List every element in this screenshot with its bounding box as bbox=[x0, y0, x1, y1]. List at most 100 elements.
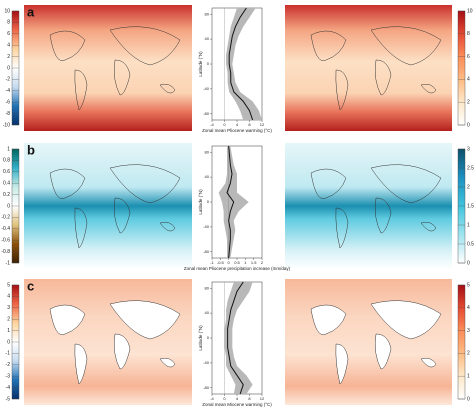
y-tick-label: -80 bbox=[203, 111, 210, 116]
colorbar-label: 2 bbox=[7, 317, 10, 323]
y-axis-label: Latitude (°N) bbox=[198, 325, 203, 351]
y-tick-label: 40 bbox=[205, 36, 210, 41]
colorbar-label: -2 bbox=[6, 362, 11, 368]
colorbar-label: -3 bbox=[6, 374, 11, 380]
x-tick-label: 4 bbox=[236, 122, 239, 127]
colorbar-label: -4 bbox=[6, 88, 11, 94]
x-tick-label: 1.5 bbox=[251, 260, 257, 265]
y-tick-label: -40 bbox=[203, 86, 210, 91]
colorbar-label: 1 bbox=[467, 222, 470, 228]
colorbar-label: -0.6 bbox=[1, 238, 10, 244]
range-band bbox=[226, 8, 262, 120]
panel-letter: c bbox=[27, 278, 34, 293]
colorbar-label: 4 bbox=[467, 305, 470, 311]
y-tick-label: 0 bbox=[207, 199, 210, 204]
colorbar-label: 6 bbox=[467, 54, 470, 60]
colorbar-label: 6 bbox=[7, 31, 10, 37]
panel-letter: a bbox=[27, 4, 35, 19]
x-tick-label: -1 bbox=[210, 260, 214, 265]
continent-outline bbox=[49, 26, 442, 385]
colorbar-label: 5 bbox=[7, 282, 10, 288]
map bbox=[24, 5, 452, 405]
x-tick-label: 12 bbox=[260, 122, 265, 127]
x-tick-label: -0.5 bbox=[217, 260, 225, 265]
colorbar bbox=[457, 10, 466, 126]
colorbar-label: 0 bbox=[467, 396, 470, 402]
range-band bbox=[224, 282, 253, 394]
colorbar-label: 0.5 bbox=[467, 241, 474, 247]
colorbar-label: -1 bbox=[6, 351, 11, 357]
colorbar-label: 10 bbox=[4, 8, 10, 14]
y-tick-label: 0 bbox=[207, 335, 210, 340]
colorbar-label: 0 bbox=[467, 260, 470, 266]
colorbar-label: 2 bbox=[467, 184, 470, 190]
x-axis-label: Zonal mean Miocene warming (°C) bbox=[202, 402, 272, 407]
colorbar-label: 0 bbox=[7, 65, 10, 71]
colorbar-label: 4 bbox=[7, 294, 10, 300]
colorbar-label: -8 bbox=[6, 111, 11, 117]
colorbar-label: 1.5 bbox=[467, 203, 474, 209]
y-tick-label: 0 bbox=[207, 61, 210, 66]
panel-letter: b bbox=[27, 142, 35, 157]
x-tick-label: 8 bbox=[248, 396, 251, 401]
colorbar-label: 3 bbox=[467, 146, 470, 152]
colorbar-label: -0.2 bbox=[1, 215, 10, 221]
colorbar-label: 0 bbox=[7, 339, 10, 345]
y-tick-label: -80 bbox=[203, 249, 210, 254]
x-axis-label: Zonal mean Pliocene precipitation increa… bbox=[184, 266, 291, 271]
x-tick-label: 8 bbox=[248, 122, 251, 127]
colorbar-label: 2 bbox=[467, 351, 470, 357]
colorbar-label: 3 bbox=[7, 305, 10, 311]
y-tick-label: 80 bbox=[205, 285, 210, 290]
colorbar-label: 0.2 bbox=[3, 192, 10, 198]
y-tick-label: -40 bbox=[203, 224, 210, 229]
x-tick-label: 2 bbox=[261, 260, 264, 265]
y-tick-label: -80 bbox=[203, 385, 210, 390]
colorbar-label: 0 bbox=[467, 122, 470, 128]
colorbar-label: 2 bbox=[467, 100, 470, 106]
colorbar-label: 8 bbox=[7, 20, 10, 26]
colorbar-label: 1 bbox=[7, 146, 10, 152]
x-tick-label: -4 bbox=[210, 396, 214, 401]
colorbar-label: 5 bbox=[467, 282, 470, 288]
zonal-mean-line bbox=[228, 7, 254, 121]
x-tick-label: 0.5 bbox=[234, 260, 240, 265]
colorbar-label: 2.5 bbox=[467, 165, 474, 171]
colorbar-label: -10 bbox=[3, 122, 10, 128]
colorbar-label: 3 bbox=[467, 328, 470, 334]
colorbar-label: -4 bbox=[6, 385, 11, 391]
y-tick-label: 40 bbox=[205, 174, 210, 179]
colorbar-label: 0.6 bbox=[3, 169, 10, 175]
x-tick-label: 0 bbox=[228, 260, 231, 265]
y-tick-label: -40 bbox=[203, 360, 210, 365]
colorbar-label: 0.8 bbox=[3, 158, 10, 164]
x-tick-label: 0 bbox=[223, 396, 226, 401]
x-tick-label: 4 bbox=[236, 396, 239, 401]
colorbar-label: -5 bbox=[6, 396, 11, 402]
y-tick-label: 80 bbox=[205, 11, 210, 16]
x-axis-label: Zonal mean Pliocene warming (°C) bbox=[202, 128, 272, 133]
colorbar-label: -6 bbox=[6, 100, 11, 106]
y-axis-label: Latitude (°N) bbox=[198, 51, 203, 77]
x-tick-label: 1 bbox=[244, 260, 247, 265]
zonal-mean-line bbox=[227, 281, 244, 395]
colorbar-label: 1 bbox=[7, 328, 10, 334]
colorbar-label: -2 bbox=[6, 77, 11, 83]
zonal-mean-line bbox=[226, 145, 235, 259]
colorbar bbox=[457, 284, 466, 400]
colorbar-label: 10 bbox=[467, 8, 473, 14]
colorbar-label: -1 bbox=[6, 260, 11, 266]
colorbar-label: 0.4 bbox=[3, 181, 10, 187]
y-tick-label: 40 bbox=[205, 310, 210, 315]
x-tick-label: -4 bbox=[210, 122, 214, 127]
x-tick-label: 12 bbox=[260, 396, 265, 401]
y-axis-label: Latitude (°N) bbox=[198, 189, 203, 215]
colorbar-label: 2 bbox=[7, 54, 10, 60]
colorbar-label: -0.4 bbox=[1, 226, 10, 232]
colorbar-label: 1 bbox=[467, 374, 470, 380]
colorbar-label: 4 bbox=[7, 43, 10, 49]
colorbar-label: -0.8 bbox=[1, 249, 10, 255]
x-tick-label: 0 bbox=[223, 122, 226, 127]
y-tick-label: 80 bbox=[205, 149, 210, 154]
